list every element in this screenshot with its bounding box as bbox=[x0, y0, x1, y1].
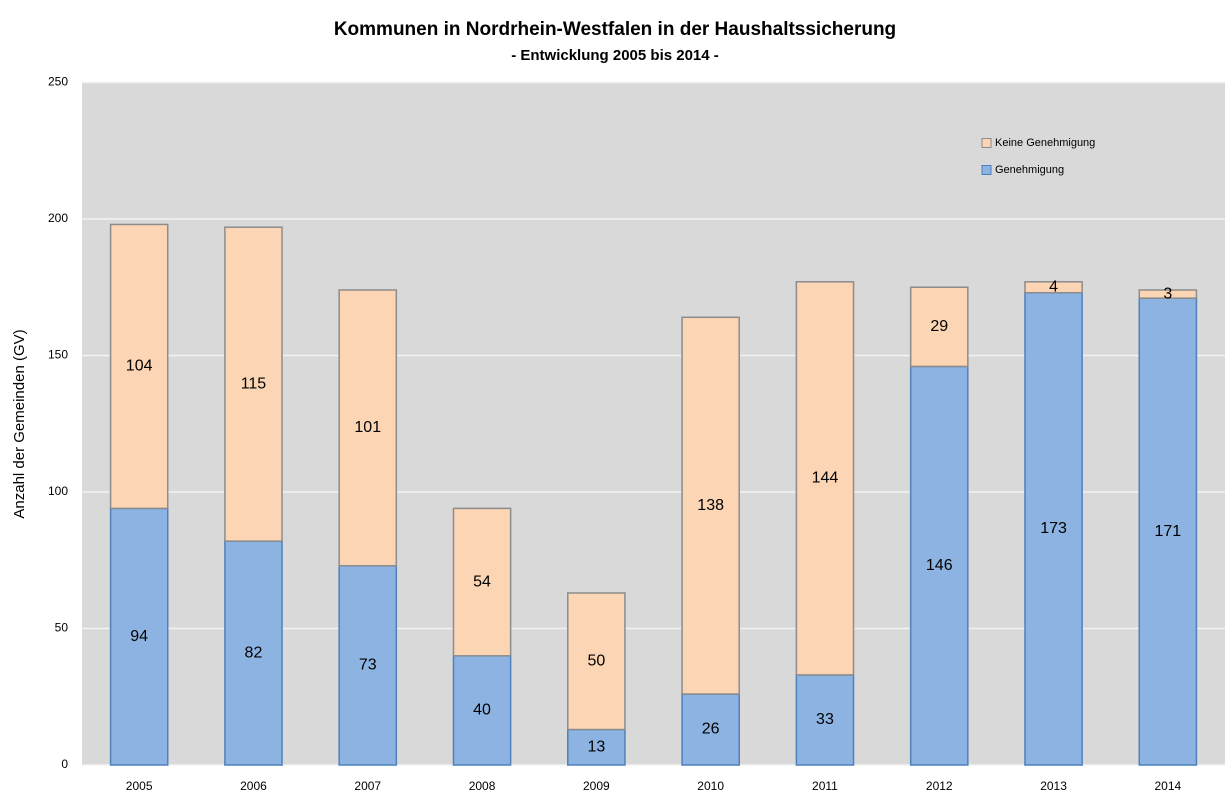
data-label: 138 bbox=[697, 497, 724, 514]
data-label: 82 bbox=[245, 644, 263, 661]
bar-segment bbox=[1138, 297, 1198, 766]
bar-segment bbox=[681, 316, 740, 695]
bar-segment bbox=[795, 281, 855, 676]
chart-subtitle: - Entwicklung 2005 bis 2014 - bbox=[511, 47, 719, 64]
bar-segment bbox=[452, 507, 512, 657]
y-tick-label: 0 bbox=[61, 757, 68, 771]
data-label: 115 bbox=[241, 375, 267, 392]
bar-segment bbox=[567, 728, 626, 766]
x-tick-label: 2010 bbox=[697, 779, 724, 793]
bar-segment bbox=[224, 540, 283, 766]
legend-swatch bbox=[981, 165, 992, 175]
bar-segment bbox=[1138, 289, 1198, 299]
data-label: 73 bbox=[359, 657, 377, 674]
x-tick-label: 2008 bbox=[469, 779, 496, 793]
bar-segment bbox=[109, 223, 169, 510]
legend-swatch bbox=[981, 138, 992, 148]
data-label: 33 bbox=[816, 711, 834, 728]
y-tick-label: 150 bbox=[48, 348, 68, 362]
bar-segment bbox=[1024, 281, 1083, 294]
data-label: 4 bbox=[1049, 278, 1058, 295]
y-tick-label: 200 bbox=[48, 211, 68, 225]
data-label: 104 bbox=[126, 358, 153, 375]
data-label: 26 bbox=[702, 721, 720, 738]
bar-segment bbox=[567, 592, 626, 731]
y-tick-label: 50 bbox=[55, 621, 69, 635]
data-label: 3 bbox=[1163, 285, 1172, 302]
data-label: 94 bbox=[130, 628, 148, 645]
data-label: 50 bbox=[587, 652, 605, 669]
bar-segment bbox=[909, 286, 969, 368]
data-label: 40 bbox=[473, 702, 491, 719]
bar-segment bbox=[224, 226, 283, 542]
x-tick-label: 2013 bbox=[1040, 779, 1067, 793]
y-tick-label: 100 bbox=[48, 484, 68, 498]
legend-label: Keine Genehmigung bbox=[995, 137, 1095, 149]
data-label: 144 bbox=[812, 470, 839, 487]
x-tick-label: 2009 bbox=[583, 779, 610, 793]
y-axis-label: Anzahl der Gemeinden (GV) bbox=[11, 329, 28, 518]
x-tick-label: 2005 bbox=[126, 779, 153, 793]
x-tick-label: 2012 bbox=[926, 779, 953, 793]
bar-segment bbox=[109, 507, 169, 766]
data-label: 146 bbox=[926, 557, 953, 574]
bar-segment bbox=[1024, 291, 1083, 766]
x-tick-label: 2014 bbox=[1154, 779, 1181, 793]
chart-title: Kommunen in Nordrhein-Westfalen in der H… bbox=[334, 19, 896, 40]
bar-segment bbox=[338, 289, 398, 567]
x-tick-label: 2011 bbox=[812, 779, 838, 793]
bar-segment bbox=[338, 564, 398, 766]
x-tick-label: 2007 bbox=[354, 779, 381, 793]
data-label: 54 bbox=[473, 573, 491, 590]
data-label: 171 bbox=[1154, 523, 1181, 540]
y-tick-label: 250 bbox=[48, 75, 68, 89]
data-label: 29 bbox=[930, 318, 948, 335]
legend-label: Genehmigung bbox=[995, 164, 1064, 176]
data-label: 13 bbox=[587, 738, 605, 755]
x-tick-label: 2006 bbox=[240, 779, 267, 793]
data-label: 173 bbox=[1040, 520, 1067, 537]
data-label: 101 bbox=[354, 419, 381, 436]
bar-segment bbox=[909, 365, 969, 766]
